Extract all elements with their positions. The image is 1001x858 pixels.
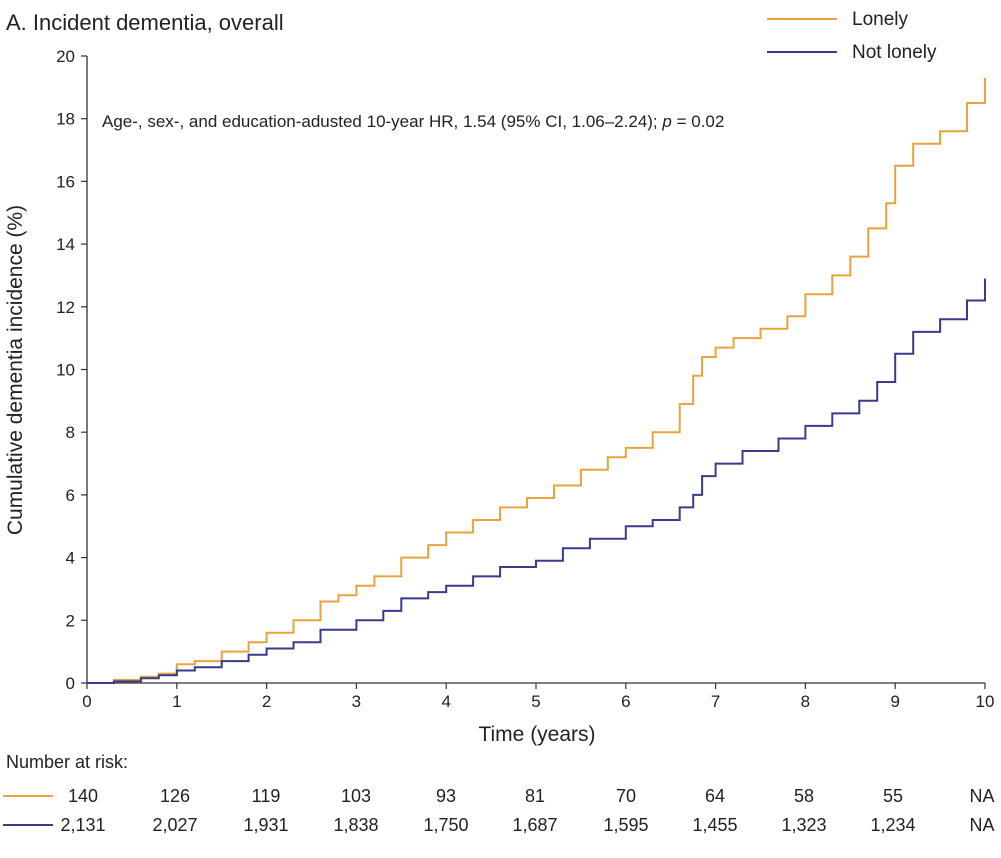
y-tick-label: 16: [56, 172, 75, 191]
curve-lonely: [87, 77, 986, 684]
x-tick-label: 4: [441, 692, 450, 711]
y-tick-label: 4: [66, 549, 75, 568]
risk-value: 1,455: [692, 815, 737, 835]
x-tick-label: 0: [82, 692, 91, 711]
x-tick-label: 9: [890, 692, 899, 711]
risk-value: 2,131: [60, 815, 105, 835]
risk-value: 1,931: [243, 815, 288, 835]
x-tick-label: 8: [801, 692, 810, 711]
risk-value: NA: [969, 786, 994, 806]
x-tick-label: 10: [976, 692, 995, 711]
risk-value: 1,687: [512, 815, 557, 835]
annotation-text: Age-, sex-, and education-adusted 10-yea…: [102, 112, 662, 131]
x-axis-label: Time (years): [478, 723, 595, 746]
risk-value: 119: [252, 786, 281, 806]
plot-annotation: Age-, sex-, and education-adusted 10-yea…: [102, 112, 724, 131]
risk-value: NA: [969, 815, 994, 835]
curves: [87, 77, 986, 684]
risk-value: 140: [68, 786, 98, 806]
risk-value: 1,323: [781, 815, 826, 835]
risk-value: 93: [436, 786, 456, 806]
risk-value: 55: [883, 786, 903, 806]
y-tick-label: 18: [56, 110, 75, 129]
chart-title: A. Incident dementia, overall: [6, 10, 284, 35]
x-tick-label: 2: [262, 692, 271, 711]
svg-text:Age-, sex-, and education-adus: Age-, sex-, and education-adusted 10-yea…: [102, 112, 724, 131]
y-tick-label: 2: [66, 611, 75, 630]
legend-label-lonely: Lonely: [852, 9, 908, 30]
annotation-p-value: = 0.02: [672, 112, 724, 131]
annotation-p: p: [661, 112, 671, 131]
y-tick-label: 10: [56, 361, 75, 380]
y-tick-label: 14: [56, 235, 75, 254]
y-tick-label: 20: [56, 47, 75, 66]
risk-value: 1,234: [870, 815, 915, 835]
risk-table-label: Number at risk:: [6, 752, 128, 772]
y-tick-label: 6: [66, 486, 75, 505]
y-tick-label: 0: [66, 674, 75, 693]
risk-value: 64: [705, 786, 725, 806]
risk-value: 103: [341, 786, 371, 806]
y-tick-label: 12: [56, 298, 75, 317]
x-tick-label: 3: [352, 692, 361, 711]
risk-value: 1,750: [423, 815, 468, 835]
risk-value: 58: [794, 786, 814, 806]
curve-not-lonely: [87, 278, 986, 684]
y-axis-label: Cumulative dementia incidence (%): [4, 205, 27, 535]
legend-label-not-lonely: Not lonely: [852, 42, 937, 63]
risk-value: 81: [525, 786, 545, 806]
risk-value: 1,595: [603, 815, 648, 835]
risk-value: 70: [616, 786, 636, 806]
x-tick-label: 7: [711, 692, 720, 711]
risk-value: 126: [160, 786, 190, 806]
number-at-risk-table: Number at risk: 140 126 119 103 93 81 70 64 58 55…: [3, 752, 995, 835]
x-tick-label: 1: [172, 692, 181, 711]
risk-value: 2,027: [152, 815, 197, 835]
y-tick-label: 8: [66, 423, 75, 442]
x-tick-label: 6: [621, 692, 630, 711]
x-tick-label: 5: [531, 692, 540, 711]
risk-value: 1,838: [333, 815, 378, 835]
legend: Lonely Not lonely: [767, 9, 937, 63]
